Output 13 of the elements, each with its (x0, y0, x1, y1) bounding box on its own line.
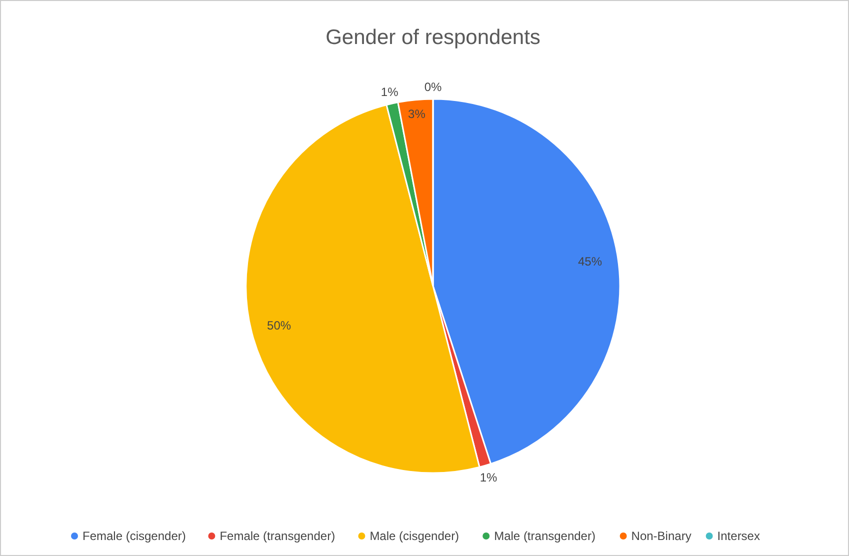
legend-label: Female (cisgender) (82, 529, 186, 544)
data-label: 45% (578, 254, 602, 268)
legend-label: Male (cisgender) (370, 529, 460, 544)
text: 0% (424, 80, 442, 94)
data-label: 1% (380, 84, 399, 99)
data-label: 3% (408, 106, 426, 121)
data-label: 1% (480, 470, 498, 484)
data-label: 50% (267, 318, 292, 333)
legend-label: Non-Binary (631, 529, 692, 544)
legend-label: Male (transgender) (494, 529, 596, 544)
legend-label: Female (transgender) (220, 529, 336, 544)
chart-title: Gender of respondents (326, 26, 540, 49)
legend-label: Intersex (717, 529, 760, 544)
